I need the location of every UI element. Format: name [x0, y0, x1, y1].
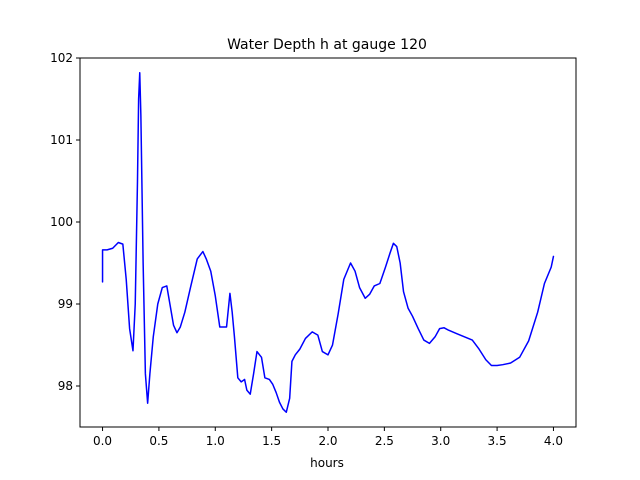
y-tick-label: 98 [58, 379, 73, 393]
x-tick-label: 0.0 [93, 434, 112, 448]
x-tick-label: 1.5 [262, 434, 281, 448]
x-tick-label: 1.0 [206, 434, 225, 448]
y-tick-label: 100 [50, 215, 73, 229]
x-tick-label: 2.5 [375, 434, 394, 448]
x-tick-label: 3.5 [488, 434, 507, 448]
x-axis-label: hours [310, 456, 344, 470]
y-tick-label: 102 [50, 51, 73, 65]
x-tick-label: 4.0 [544, 434, 563, 448]
chart-title: Water Depth h at gauge 120 [227, 37, 427, 53]
plot-area [79, 57, 577, 428]
y-axis: 98 99 100 101 102 [50, 51, 80, 393]
x-tick-label: 3.0 [431, 434, 450, 448]
x-tick-label: 0.5 [149, 434, 168, 448]
x-axis: 0.0 0.5 1.0 1.5 2.0 2.5 3.0 3.5 4.0 [93, 427, 563, 448]
y-tick-label: 99 [58, 297, 73, 311]
plot-frame [79, 57, 577, 428]
series-line-0 [101, 72, 555, 413]
x-tick-label: 2.0 [318, 434, 337, 448]
y-tick-label: 101 [50, 133, 73, 147]
